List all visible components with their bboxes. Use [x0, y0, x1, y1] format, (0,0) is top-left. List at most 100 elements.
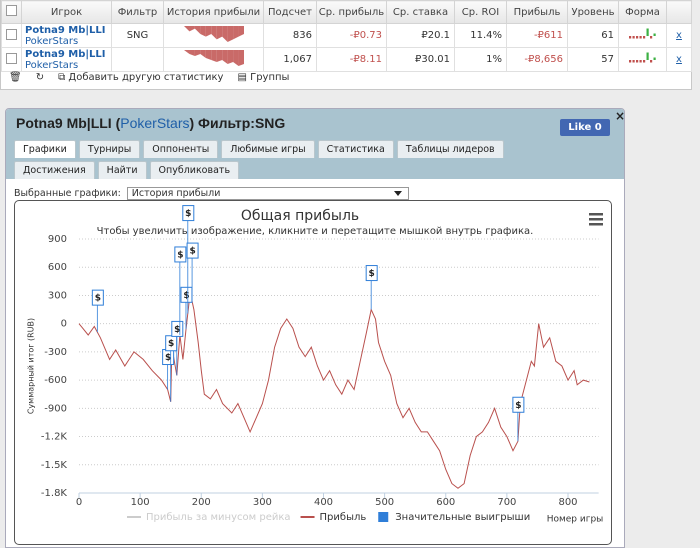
title-filter: ) Фильтр:SNG: [189, 115, 286, 131]
tab[interactable]: Найти: [97, 161, 147, 179]
form-bar: [649, 36, 652, 39]
add-stat-button[interactable]: ⧉ Добавить другую статистику: [58, 72, 224, 83]
tab[interactable]: Любимые игры: [221, 140, 315, 158]
header[interactable]: Уровень: [567, 0, 619, 24]
header[interactable]: Подсчет: [263, 0, 317, 24]
tab[interactable]: Опубликовать: [149, 161, 240, 179]
header[interactable]: Ср. ставка: [386, 0, 455, 24]
header[interactable]: Ср. ROI: [454, 0, 507, 24]
x-tick-label: 0: [76, 497, 82, 508]
icon-refresh[interactable]: ↻: [35, 72, 45, 83]
tab[interactable]: Статистика: [317, 140, 394, 158]
header-row: Игрок Фильтр История прибыли Подсчет Ср.…: [1, 0, 692, 24]
x-tick-label: 500: [375, 497, 394, 508]
sparkline-area: [205, 26, 211, 37]
tabs: Графики Турниры Оппоненты Любимые игры Стати…: [14, 140, 554, 179]
cell: [1, 47, 22, 72]
form-chart: [628, 28, 656, 39]
chart-frame: Общая прибыль Чтобы увеличить изображение…: [14, 200, 612, 545]
menu-icon[interactable]: [589, 213, 603, 216]
header[interactable]: История прибыли: [163, 0, 264, 24]
stats-table-panel: Игрок Фильтр История прибыли Подсчет Ср.…: [0, 0, 692, 90]
groups-text: Группы: [250, 72, 290, 83]
cell-avg-profit: -₽8.11: [316, 47, 387, 72]
header[interactable]: Форма: [618, 0, 667, 24]
sparkline-area: [199, 26, 206, 37]
y-tick-label: -1.5K: [41, 460, 68, 471]
cell-roi: 11.4%: [454, 23, 507, 48]
tab[interactable]: Оппоненты: [143, 140, 219, 158]
x-tick-label: 300: [253, 497, 272, 508]
flag[interactable]: [365, 265, 378, 282]
legend-item[interactable]: Прибыль за минусом рейка: [146, 512, 291, 523]
header[interactable]: Ср. прибыль: [316, 0, 387, 24]
y-tick-label: 600: [48, 262, 67, 273]
sparkline-area: [216, 26, 222, 40]
menu-icon[interactable]: [589, 223, 603, 226]
profit-line: [78, 292, 590, 489]
tab[interactable]: Графики: [14, 140, 76, 158]
flag-label: $: [185, 209, 191, 219]
header[interactable]: Прибыль: [506, 0, 568, 24]
flag[interactable]: [174, 246, 187, 263]
form-bar: [632, 60, 635, 63]
header[interactable]: Фильтр: [111, 0, 164, 24]
header[interactable]: Игрок: [21, 0, 112, 24]
cell-filter: SNG: [111, 23, 164, 48]
sparkline-area: [216, 50, 222, 62]
x-axis-label: Номер игры: [547, 515, 604, 525]
x-tick-label: 700: [497, 497, 516, 508]
icon-trash[interactable]: 🗑: [9, 72, 22, 83]
form-bar: [632, 36, 635, 39]
flag[interactable]: [182, 205, 195, 222]
y-tick-label: 300: [48, 290, 67, 301]
checkbox[interactable]: [6, 52, 17, 64]
sparkline-area: [221, 26, 228, 42]
select-box[interactable]: История прибыли: [126, 187, 409, 200]
player-link[interactable]: Potna9 Mb|LLI: [25, 24, 106, 36]
remove-link[interactable]: x: [676, 54, 682, 65]
legend-item[interactable]: Значительные выигрыши: [395, 512, 530, 523]
tab[interactable]: Таблицы лидеров: [396, 140, 504, 158]
form-bar: [646, 52, 649, 60]
checkbox[interactable]: [6, 5, 17, 16]
checkbox[interactable]: [6, 28, 17, 40]
panel-header: Potna9 Mb|LLI (PokerStars) Фильтр:SNG Li…: [6, 109, 624, 179]
tab[interactable]: Достижения: [14, 161, 95, 179]
sparkline: [183, 26, 244, 42]
sparkline-area: [183, 26, 189, 32]
close-button[interactable]: ×: [615, 109, 625, 123]
sparkline-area: [194, 26, 200, 34]
player-link[interactable]: Potna9 Mb|LLI: [25, 48, 106, 60]
form-bar: [653, 57, 656, 60]
form-bar: [628, 60, 631, 63]
y-tick-label: -600: [44, 375, 67, 386]
sparkline-area: [210, 26, 217, 40]
cell-form: [618, 47, 667, 72]
toolbar: 🗑 ↻ ⧉ Добавить другую статистику ▤ Групп…: [9, 72, 289, 83]
form-bar: [635, 36, 638, 39]
flag[interactable]: [512, 396, 525, 413]
site-link[interactable]: PokerStars: [25, 59, 79, 71]
flag[interactable]: [186, 242, 199, 259]
sparkline-area: [238, 26, 244, 37]
form-chart: [628, 52, 656, 63]
cell-level: 57: [567, 47, 619, 72]
tab[interactable]: Турниры: [78, 140, 141, 158]
menu-icon[interactable]: [589, 218, 603, 221]
cell-avg-stake: ₽20.1: [386, 23, 455, 48]
title-player: Potna9 Mb|LLI (: [16, 115, 121, 131]
sparkline-area: [188, 26, 195, 32]
legend-symbol[interactable]: [378, 512, 389, 522]
remove-link[interactable]: x: [676, 30, 682, 41]
title-site[interactable]: PokerStars: [120, 115, 190, 131]
groups-button[interactable]: ▤ Группы: [237, 72, 290, 83]
cell-remove: x: [666, 23, 692, 48]
cell-profit: -₽611: [506, 23, 568, 48]
flag[interactable]: [171, 320, 184, 337]
site-link[interactable]: PokerStars: [25, 35, 79, 47]
like-button[interactable]: Like 0: [560, 119, 610, 136]
flag[interactable]: [91, 289, 104, 306]
legend-item[interactable]: Прибыль: [320, 512, 367, 523]
form-bar: [628, 36, 631, 39]
